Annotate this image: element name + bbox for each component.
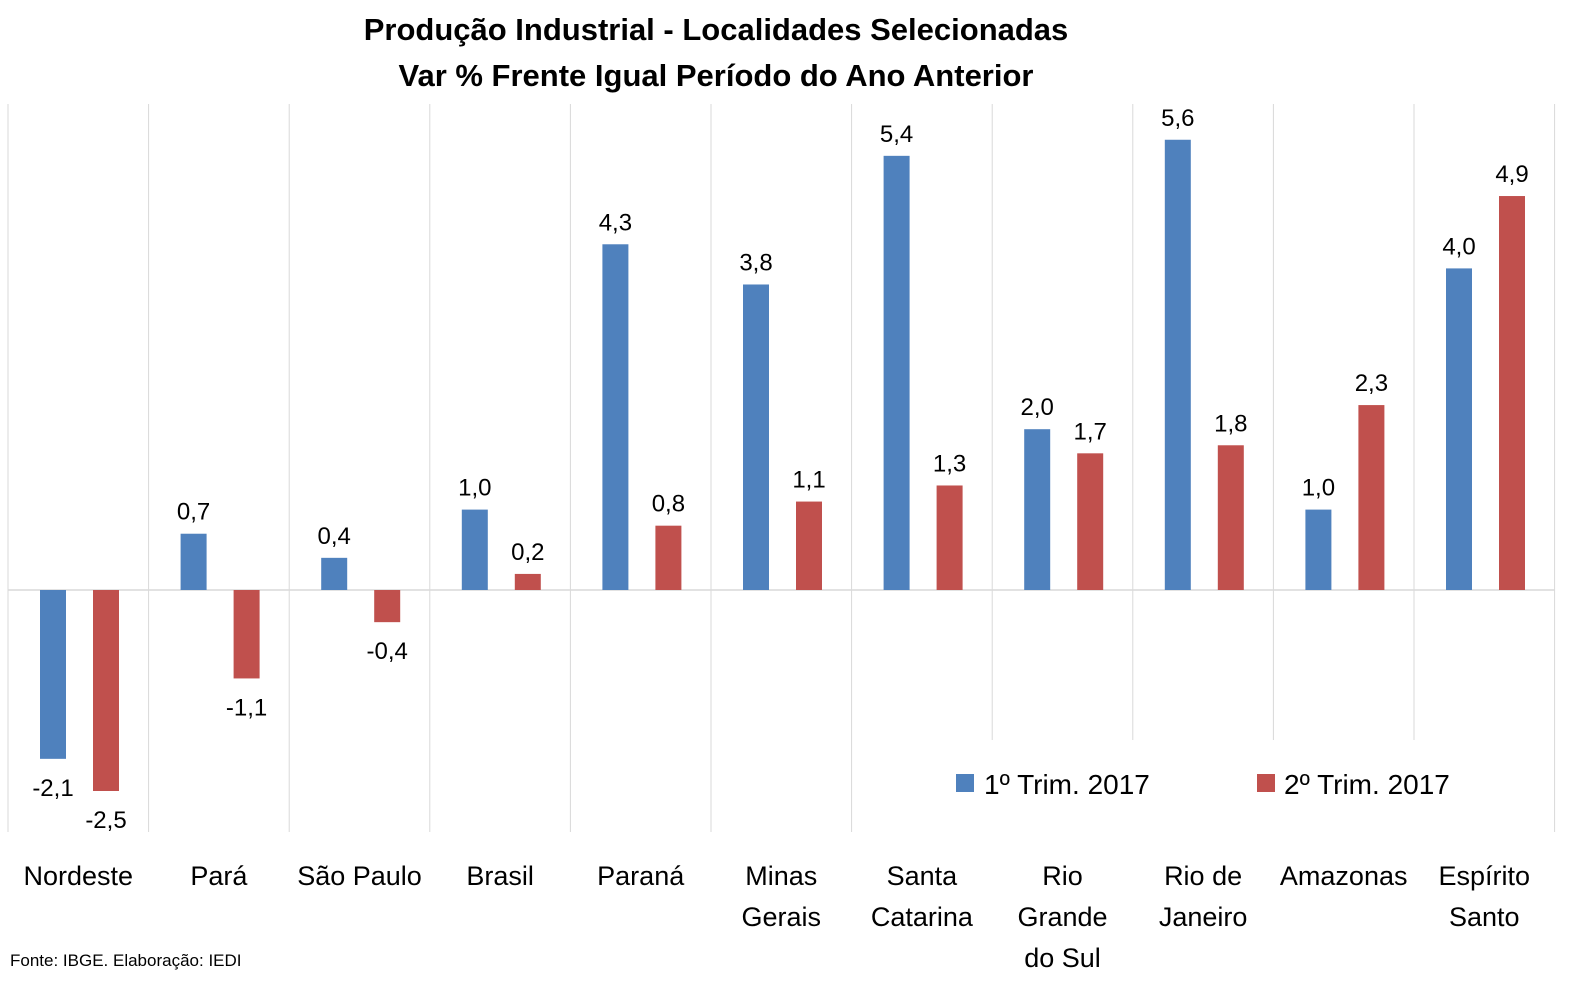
category-label: Gerais [742,902,822,932]
data-label: 0,7 [177,499,210,526]
bar-2 [233,590,260,679]
category-label: Paraná [597,861,685,891]
category-label: Catarina [871,902,974,932]
bar-2 [374,590,401,623]
category-label: Pará [190,861,248,891]
bar-2 [1077,453,1104,590]
data-label: 0,8 [652,491,685,518]
bar-1 [1446,268,1472,590]
bar-2 [1358,405,1385,590]
bar-2 [936,485,963,590]
bar-2 [1499,196,1525,591]
chart-title: Produção Industrial - Localidades Seleci… [364,12,1069,47]
legend-swatch [1257,774,1275,792]
legend-label: 2º Trim. 2017 [1284,769,1450,800]
bar-1 [743,284,769,590]
data-label: 0,2 [511,539,544,566]
bar-1 [40,590,66,759]
data-label: 0,4 [318,523,351,550]
category-label: Espírito [1439,861,1531,891]
source-note: Fonte: IBGE. Elaboração: IEDI [10,951,242,970]
data-label: 4,9 [1495,161,1528,188]
data-label: 1,8 [1214,410,1247,437]
bar-1 [321,557,348,590]
category-label: Santo [1449,902,1520,932]
data-label: 2,0 [1021,394,1054,421]
category-separators [7,104,1556,832]
data-label: 4,3 [599,209,632,236]
bar-1 [1024,429,1051,590]
category-label: Minas [745,861,817,891]
data-label: 5,6 [1161,105,1194,132]
data-label: 1,0 [458,475,491,502]
data-labels: -2,1 0,7 0,4 1,0 4,3 3,8 5,4 2,0 5,6 1,0 4,0 -2,5 -1… [32,105,1528,834]
data-label: 1,3 [933,450,966,477]
bar-1 [883,155,910,590]
category-label: Santa [887,861,959,891]
legend-label: 1º Trim. 2017 [984,769,1150,800]
category-label: Janeiro [1159,902,1248,932]
bar-1 [1164,139,1191,590]
bar-1 [602,244,629,590]
legend-swatch [956,774,974,792]
bar-1 [1305,509,1332,590]
bar-2 [655,525,682,590]
bar-2 [796,501,822,590]
bars [40,139,1525,791]
category-label: Nordeste [24,861,134,891]
category-labels: Nordeste Pará São Paulo Brasil Paraná Minas Ge… [24,861,1531,973]
bar-2 [93,590,119,791]
data-label: -2,1 [32,775,73,802]
data-label: -1,1 [226,694,267,721]
bar-1 [461,509,488,590]
bar-2 [514,573,541,590]
data-label: 1,1 [792,467,825,494]
category-label: São Paulo [297,861,422,891]
category-label: Rio de [1164,861,1242,891]
data-label: -2,5 [85,807,126,834]
bar-1 [180,533,207,590]
category-label: do Sul [1024,943,1101,973]
category-label: Brasil [466,861,534,891]
data-label: 1,7 [1074,418,1107,445]
category-label: Grande [1017,902,1107,932]
data-label: -0,4 [367,638,408,665]
category-label: Rio [1042,861,1083,891]
category-label: Amazonas [1280,861,1408,891]
data-label: 5,4 [880,121,913,148]
data-label: 4,0 [1442,233,1475,260]
data-label: 1,0 [1302,475,1335,502]
bar-2 [1217,445,1244,590]
data-label: 3,8 [739,249,772,276]
data-label: 2,3 [1355,370,1388,397]
legend: 1º Trim. 2017 2º Trim. 2017 [956,769,1450,800]
chart-subtitle: Var % Frente Igual Período do Ano Anteri… [398,58,1033,93]
